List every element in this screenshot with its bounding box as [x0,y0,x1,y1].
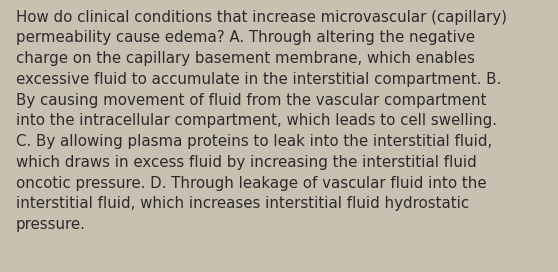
Text: How do clinical conditions that increase microvascular (capillary)
permeability : How do clinical conditions that increase… [16,10,507,232]
